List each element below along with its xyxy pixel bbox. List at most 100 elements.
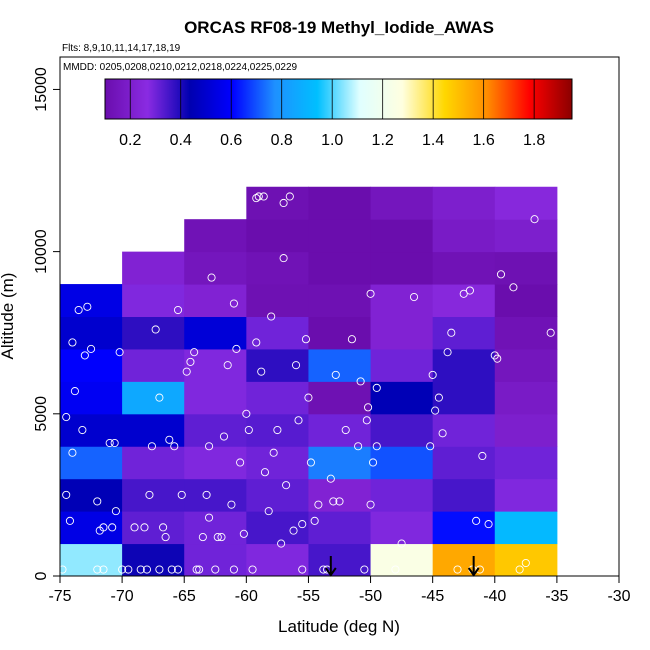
chart-title: ORCAS RF08-19 Methyl_Iodide_AWAS — [184, 18, 494, 37]
heatmap-cell — [122, 446, 185, 480]
sample-point — [294, 416, 303, 425]
heatmap-cell — [370, 348, 434, 382]
sample-point — [182, 367, 191, 376]
heatmap-cell — [122, 381, 185, 415]
sample-point — [207, 273, 216, 282]
colorbar-tick-label: 0.6 — [220, 132, 242, 149]
heatmap-cell — [432, 413, 496, 447]
heatmap-cell — [60, 543, 123, 577]
sample-point — [58, 565, 67, 574]
x-tick-label: -45 — [421, 588, 444, 605]
heatmap-cell — [494, 284, 558, 317]
colorbar-tick-label: 1.8 — [523, 132, 545, 149]
sample-point — [252, 338, 261, 347]
sample-point — [93, 565, 102, 574]
heatmap-cell — [370, 446, 434, 480]
heatmap-cell — [184, 251, 247, 285]
colorbar-gradient-bar — [104, 78, 573, 120]
sample-point — [155, 565, 164, 574]
sample-point — [391, 565, 400, 574]
sample-point — [65, 516, 74, 525]
heatmap-cell — [122, 413, 185, 447]
sample-point — [213, 533, 222, 542]
sample-point — [252, 194, 261, 203]
sample-point — [443, 348, 452, 357]
heatmap-cell — [184, 478, 247, 512]
sample-point — [202, 490, 211, 499]
colorbar-tick-label: 1.4 — [422, 132, 444, 149]
sample-point — [478, 451, 487, 461]
heatmap-cell — [60, 284, 123, 317]
sample-point — [431, 406, 440, 415]
arrow-markers — [324, 556, 480, 577]
sample-point — [140, 523, 149, 532]
sample-point — [428, 370, 437, 379]
heatmap-cell — [122, 251, 185, 285]
sample-point — [170, 442, 179, 451]
heatmap-cell — [432, 316, 496, 350]
sample-point — [223, 361, 232, 370]
heatmap-cell — [370, 186, 434, 220]
sample-point — [310, 516, 319, 525]
y-tick-label: 10000 — [33, 229, 50, 274]
heatmap-cell — [308, 284, 372, 317]
sample-point — [62, 490, 71, 499]
heatmap-cell — [432, 186, 496, 220]
sample-point — [364, 403, 373, 412]
sample-point — [165, 435, 174, 444]
sample-point — [496, 270, 506, 279]
heatmap-cell — [246, 381, 309, 415]
sample-point — [151, 325, 160, 334]
sample-point — [108, 523, 117, 532]
heatmap-cell — [308, 348, 372, 382]
sample-point — [356, 377, 365, 386]
sample-point — [279, 198, 288, 208]
plot-frame — [59, 56, 620, 577]
sample-point — [195, 565, 204, 574]
y-tick-label: 15000 — [33, 67, 50, 112]
heatmap-cell — [308, 381, 372, 415]
sample-point — [264, 507, 273, 516]
colorbar-tick-label: 0.2 — [119, 132, 141, 149]
sample-point — [509, 283, 518, 292]
sample-point — [190, 348, 199, 357]
sample-point — [515, 565, 524, 574]
sample-point — [260, 468, 270, 477]
sample-point — [93, 497, 102, 506]
x-tick-label: -55 — [297, 588, 320, 605]
arrow-head — [324, 567, 337, 577]
sample-point — [105, 438, 114, 448]
heatmap-cell — [308, 413, 372, 447]
flights-note: Flts: 8,9,10,11,14,17,18,19 — [62, 43, 181, 54]
sample-point — [83, 302, 92, 311]
sample-point — [205, 513, 214, 522]
sample-point — [118, 565, 127, 574]
heatmap-cell — [246, 348, 309, 382]
sample-point — [248, 565, 257, 574]
sample-point — [229, 565, 238, 574]
sample-point — [78, 425, 87, 435]
sample-point — [277, 539, 286, 548]
sample-point — [80, 351, 89, 360]
heatmap-cell — [432, 543, 496, 577]
heatmap-cell — [308, 219, 372, 253]
heatmap-cell — [370, 284, 434, 317]
heatmap-cell — [308, 186, 372, 220]
sample-point — [229, 299, 238, 308]
heatmap-cell — [184, 413, 247, 447]
sample-point — [372, 383, 381, 392]
heatmap-cell — [370, 478, 434, 512]
heatmap-cell — [494, 446, 558, 480]
sample-point — [306, 458, 315, 467]
sample-point — [279, 254, 288, 263]
heatmap-cell — [246, 251, 309, 285]
sample-point — [304, 393, 313, 402]
sample-point — [335, 497, 344, 506]
sample-point — [68, 338, 77, 347]
heatmap-cells — [60, 186, 558, 577]
arrow-head — [467, 567, 480, 577]
sample-point — [269, 448, 278, 457]
sample-point — [453, 565, 462, 574]
heatmap-cell — [308, 316, 372, 350]
colorbar-ticks: 0.2 0.4 0.6 0.8 1.0 1.2 1.4 1.6 1.8 — [119, 79, 545, 149]
